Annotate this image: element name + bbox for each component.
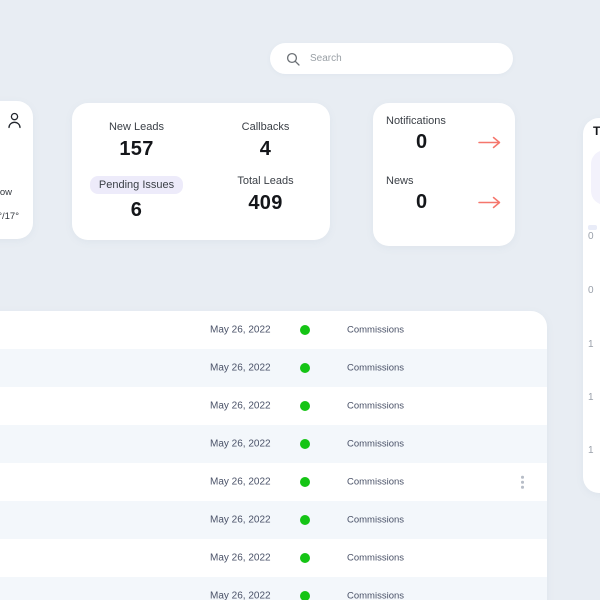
row-category: Commissions xyxy=(347,324,405,336)
status-dot-icon xyxy=(300,401,310,411)
table-row[interactable]: May 26, 2022 Commissions xyxy=(0,311,547,349)
status-dot-icon xyxy=(300,477,310,487)
status-dot-icon xyxy=(300,363,310,373)
stat-value: 4 xyxy=(259,138,272,160)
stat-pending-issues: Pending Issues 6 xyxy=(72,175,201,222)
table-row[interactable]: May 26, 2022 Commissions xyxy=(0,387,547,425)
news-block: News 0 xyxy=(386,175,502,214)
stat-value: 157 xyxy=(119,138,154,160)
side-panel-value: 0 xyxy=(588,231,594,242)
status-dot-icon xyxy=(300,553,310,563)
stat-label: Total Leads xyxy=(237,175,294,187)
side-panel-card: T 0 0 1 1 1 xyxy=(583,118,600,493)
stats-card: New Leads 157 Callbacks 4 Pending Issues… xyxy=(72,103,330,240)
row-date: May 26, 2022 xyxy=(210,362,271,374)
table-row[interactable]: May 26, 2022 Commissions xyxy=(0,463,547,501)
notifications-block: Notifications 0 xyxy=(386,115,502,154)
row-category: Commissions xyxy=(347,514,405,526)
weather-city: ow xyxy=(0,187,12,198)
person-icon[interactable] xyxy=(7,112,22,129)
stat-label: Callbacks xyxy=(241,121,290,133)
stat-new-leads: New Leads 157 xyxy=(72,121,201,161)
notifications-count: 0 xyxy=(416,131,428,153)
status-dot-icon xyxy=(300,439,310,449)
search-input[interactable] xyxy=(310,53,480,64)
stat-value: 409 xyxy=(248,192,283,214)
notifications-label: Notifications xyxy=(386,115,446,127)
profile-weather-card: ow °/17° xyxy=(0,101,33,239)
status-dot-icon xyxy=(300,591,310,600)
row-date: May 26, 2022 xyxy=(210,438,271,450)
row-date: May 26, 2022 xyxy=(210,324,271,336)
row-category: Commissions xyxy=(347,400,405,412)
side-panel-value: 1 xyxy=(588,392,594,403)
table-row[interactable]: May 26, 2022 Commissions xyxy=(0,577,547,600)
side-panel-value: 1 xyxy=(588,339,594,350)
search-icon xyxy=(286,52,300,66)
notifications-arrow-button[interactable] xyxy=(478,136,502,149)
status-dot-icon xyxy=(300,325,310,335)
row-date: May 26, 2022 xyxy=(210,514,271,526)
side-panel-pill[interactable] xyxy=(591,150,600,205)
news-count: 0 xyxy=(416,191,428,213)
table-row[interactable]: May 26, 2022 Commissions xyxy=(0,425,547,463)
row-category: Commissions xyxy=(347,476,405,488)
row-date: May 26, 2022 xyxy=(210,552,271,564)
table-row[interactable]: May 26, 2022 Commissions xyxy=(0,501,547,539)
row-category: Commissions xyxy=(347,438,405,450)
side-panel-title: T xyxy=(593,124,600,138)
row-date: May 26, 2022 xyxy=(210,476,271,488)
status-dot-icon xyxy=(300,515,310,525)
table-row[interactable]: May 26, 2022 Commissions xyxy=(0,349,547,387)
side-panel-value: 1 xyxy=(588,445,594,456)
arrow-right-icon xyxy=(478,136,501,149)
row-category: Commissions xyxy=(347,590,405,600)
stat-callbacks: Callbacks 4 xyxy=(201,121,330,161)
arrow-right-icon xyxy=(478,196,501,209)
side-panel-dash xyxy=(588,225,597,230)
news-label: News xyxy=(386,175,414,187)
row-menu-button[interactable] xyxy=(518,473,527,492)
search-bar[interactable] xyxy=(270,43,513,74)
news-arrow-button[interactable] xyxy=(478,196,502,209)
stat-label: New Leads xyxy=(108,121,165,133)
alerts-card: Notifications 0 News 0 xyxy=(373,103,515,246)
stat-value: 6 xyxy=(130,199,143,221)
row-date: May 26, 2022 xyxy=(210,400,271,412)
activity-table: May 26, 2022 Commissions May 26, 2022 Co… xyxy=(0,311,547,600)
table-row[interactable]: May 26, 2022 Commissions xyxy=(0,539,547,577)
row-category: Commissions xyxy=(347,552,405,564)
stat-total-leads: Total Leads 409 xyxy=(201,175,330,222)
pending-issues-chip[interactable]: Pending Issues xyxy=(89,176,184,194)
row-category: Commissions xyxy=(347,362,405,374)
weather-temperature: °/17° xyxy=(0,211,19,222)
side-panel-value: 0 xyxy=(588,285,594,296)
row-date: May 26, 2022 xyxy=(210,590,271,600)
